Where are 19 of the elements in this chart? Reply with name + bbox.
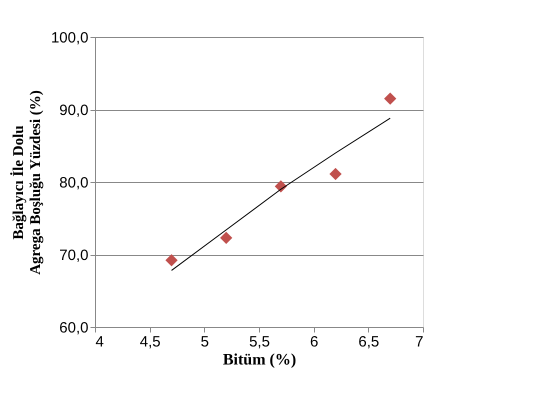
x-tick-label: 7	[415, 334, 424, 350]
point	[384, 92, 396, 105]
y-axis-title: Bağlayıcı İle Dolu Agrega Boşluğu Yüzdesi (%)	[10, 90, 44, 275]
y-tick-label: 80,0	[59, 174, 88, 192]
y-tick-label: 90,0	[59, 102, 88, 119]
x-axis-title: Bitüm (%)	[222, 352, 296, 368]
point	[329, 168, 342, 180]
x-tick-label: 4,5	[140, 334, 161, 350]
x-tick-label: 5,5	[249, 334, 270, 350]
line-series	[171, 118, 391, 271]
point	[220, 232, 232, 244]
point	[165, 254, 178, 266]
x-tick-label: 6	[310, 334, 318, 350]
x-tick-label: 6,5	[358, 334, 380, 350]
y-tick-label: 100,0	[50, 30, 88, 46]
y-tick-label: 60,0	[59, 320, 88, 336]
x-tick-label: 4	[96, 334, 104, 350]
x-tick-label: 5	[200, 334, 210, 350]
y-tick-label: 70,0	[59, 247, 88, 264]
